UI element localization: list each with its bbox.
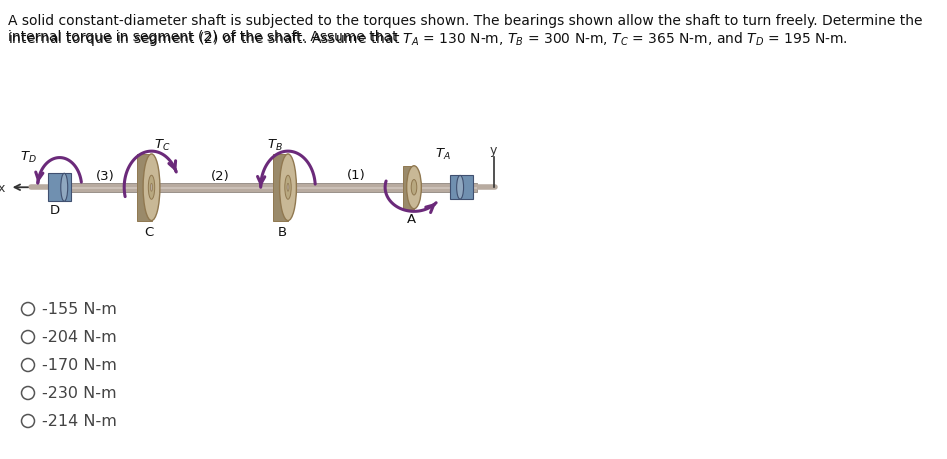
Text: C: C: [144, 225, 153, 238]
Text: $T_D$: $T_D$: [20, 149, 37, 164]
Text: y: y: [491, 143, 497, 157]
Ellipse shape: [151, 184, 152, 192]
Text: A: A: [407, 213, 416, 225]
Text: B: B: [278, 225, 287, 238]
Text: internal torque in segment (2) of the shaft. Assume that $T_A$ = 130 N-m, $T_B$ : internal torque in segment (2) of the sh…: [8, 30, 848, 48]
Polygon shape: [403, 166, 414, 209]
Polygon shape: [48, 174, 71, 202]
Polygon shape: [136, 155, 152, 221]
Ellipse shape: [149, 176, 154, 200]
Text: D: D: [49, 204, 60, 217]
Text: (3): (3): [97, 169, 115, 183]
Text: internal torque in segment (2) of the shaft. Assume that: internal torque in segment (2) of the sh…: [8, 30, 402, 44]
Polygon shape: [450, 176, 473, 200]
Text: -214 N-m: -214 N-m: [42, 414, 116, 429]
Text: -170 N-m: -170 N-m: [42, 358, 116, 373]
Polygon shape: [60, 187, 477, 190]
Text: (2): (2): [210, 169, 229, 183]
Text: A solid constant-diameter shaft is subjected to the torques shown. The bearings : A solid constant-diameter shaft is subje…: [8, 14, 922, 28]
Text: (1): (1): [347, 168, 366, 181]
Ellipse shape: [287, 184, 289, 192]
Ellipse shape: [279, 155, 296, 221]
Text: $T_C$: $T_C$: [153, 137, 170, 152]
Ellipse shape: [285, 176, 291, 200]
Ellipse shape: [456, 176, 464, 200]
Text: x: x: [0, 181, 6, 194]
Ellipse shape: [411, 180, 417, 196]
Ellipse shape: [406, 166, 421, 209]
Text: -204 N-m: -204 N-m: [42, 330, 116, 345]
Text: $T_A$: $T_A$: [435, 147, 451, 162]
Ellipse shape: [61, 174, 67, 202]
Text: $T_B$: $T_B$: [267, 137, 283, 152]
Ellipse shape: [143, 155, 160, 221]
Text: -230 N-m: -230 N-m: [42, 386, 116, 401]
Polygon shape: [60, 184, 477, 192]
Text: -155 N-m: -155 N-m: [42, 302, 116, 317]
Polygon shape: [274, 155, 288, 221]
